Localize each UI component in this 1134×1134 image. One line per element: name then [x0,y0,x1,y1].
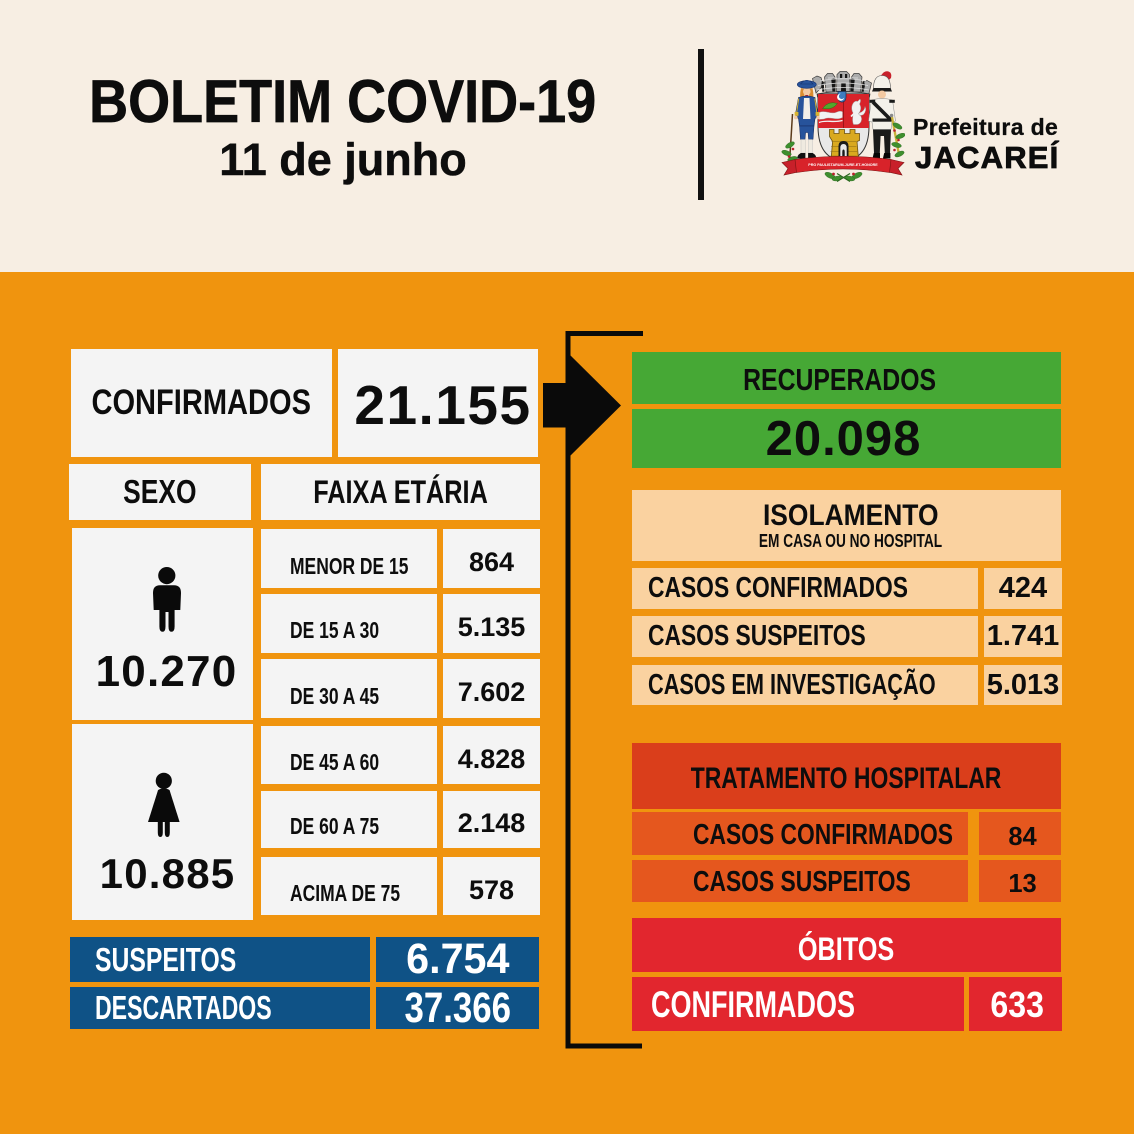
svg-text:PRO PAULISTARUM-JURE-ET-HONORE: PRO PAULISTARUM-JURE-ET-HONORE [808,163,878,167]
